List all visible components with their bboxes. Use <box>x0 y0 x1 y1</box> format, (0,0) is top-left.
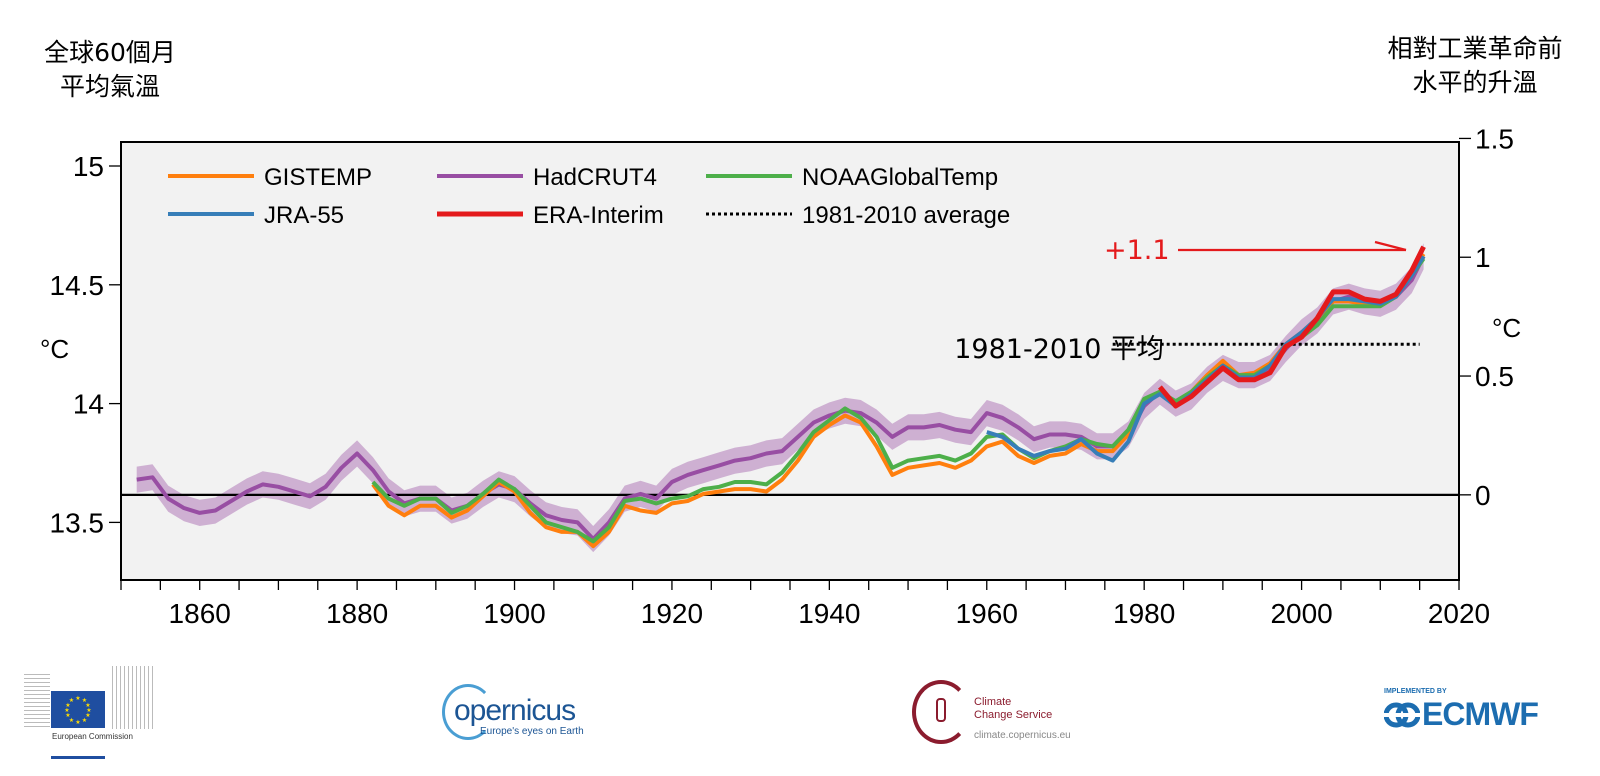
series-lines <box>136 245 1426 549</box>
thermometer-icon <box>936 698 946 722</box>
copernicus-wordmark: opernicus <box>454 694 576 727</box>
legend-label: 1981-2010 average <box>802 202 1010 229</box>
series-line-era-interim <box>1157 245 1426 409</box>
svg-text:★: ★ <box>85 712 90 719</box>
copernicus-tagline: Europe's eyes on Earth <box>480 726 584 737</box>
y-right-tick-label: 1 <box>1475 242 1491 273</box>
svg-text:★: ★ <box>85 702 90 709</box>
series-line-noaaglobaltemp <box>371 257 1426 544</box>
x-tick-label: 1960 <box>956 598 1018 629</box>
legend-item-gistemp: GISTEMP <box>168 164 372 191</box>
european-commission-text: European Commission <box>52 732 133 741</box>
right-axis-title: 相對工業革命前 水平的升溫 <box>1350 32 1600 100</box>
legend-item-jra-55: JRA-55 <box>168 202 344 229</box>
left-title-line1: 全球60個月 <box>44 38 176 67</box>
x-tick-label: 2000 <box>1270 598 1332 629</box>
footer-logos: ★ ★ ★ ★ ★ ★ ★ ★ ★ ★ ★ ★ European Commission opern… <box>0 660 1600 776</box>
legend-label: JRA-55 <box>264 202 344 229</box>
ecmwf-wordmark: ECMWF <box>1422 696 1539 732</box>
svg-text:★: ★ <box>69 717 74 724</box>
european-commission-logo: ★ ★ ★ ★ ★ ★ ★ ★ ★ ★ ★ ★ European Commission <box>24 666 154 759</box>
legend-item-noaaglobaltemp: NOAAGlobalTemp <box>706 164 998 191</box>
ecmwf-logo: IMPLEMENTED BY ECMWF <box>1384 688 1554 738</box>
x-tick-label: 1940 <box>798 598 860 629</box>
y-axis-left-unit: °C <box>40 334 69 364</box>
temperature-chart: 1860 1880 1900 1920 1940 1960 1980 2000 2020 13.… <box>40 123 1521 629</box>
c3s-line2: Change Service <box>974 709 1053 721</box>
ecmwf-symbol-icon <box>1384 702 1420 728</box>
right-title-line2: 水平的升溫 <box>1412 68 1538 97</box>
legend-item-hadcrut4: HadCRUT4 <box>437 164 657 191</box>
y-left-tick-label: 14 <box>73 389 104 420</box>
svg-text:★: ★ <box>86 707 91 714</box>
x-tick-label: 1920 <box>641 598 703 629</box>
svg-text:★: ★ <box>65 712 70 719</box>
x-tick-label: 1900 <box>483 598 545 629</box>
svg-text:★: ★ <box>64 707 69 714</box>
x-tick-label: 2020 <box>1428 598 1490 629</box>
y-left-tick-label: 14.5 <box>50 270 105 301</box>
eu-flag-icon: ★ ★ ★ ★ ★ ★ ★ ★ ★ ★ ★ ★ <box>51 691 105 728</box>
y-right-tick-label: 0.5 <box>1475 361 1514 392</box>
legend-label: NOAAGlobalTemp <box>802 164 998 191</box>
x-tick-label: 1980 <box>1113 598 1175 629</box>
right-title-line1: 相對工業革命前 <box>1387 34 1563 63</box>
c3s-url: climate.copernicus.eu <box>974 730 1071 741</box>
legend-label: ERA-Interim <box>533 202 664 229</box>
climate-change-service-logo: Climate Change Service climate.copernicus… <box>912 680 1112 750</box>
left-title-line2: 平均氣溫 <box>59 72 160 101</box>
svg-text:★: ★ <box>82 717 87 724</box>
x-tick-label: 1880 <box>326 598 388 629</box>
legend: GISTEMP HadCRUT4 NOAAGlobalTemp JRA-55 ERA-I… <box>168 164 1010 229</box>
svg-text:★: ★ <box>69 697 74 704</box>
left-axis-title: 全球60個月 平均氣溫 <box>20 36 200 104</box>
legend-item-era-interim: ERA-Interim <box>437 202 664 229</box>
svg-text:★: ★ <box>75 719 80 726</box>
y-right-tick-label: 1.5 <box>1475 123 1514 154</box>
copernicus-logo: opernicus Europe's eyes on Earth <box>440 680 610 740</box>
average-label: 1981-2010 平均 <box>954 334 1164 365</box>
implemented-by-text: IMPLEMENTED BY <box>1384 688 1447 695</box>
y-left-tick-label: 13.5 <box>50 507 105 538</box>
y-right-tick-label: 0 <box>1475 480 1491 511</box>
svg-text:★: ★ <box>75 695 80 702</box>
y-left-tick-label: 15 <box>73 151 104 182</box>
x-axis: 1860 1880 1900 1920 1940 1960 1980 2000 2020 <box>120 580 1490 629</box>
x-tick-label: 1860 <box>169 598 231 629</box>
svg-text:★: ★ <box>82 697 87 704</box>
y-axis-left: 13.5 14 14.5 15 <box>50 151 121 538</box>
y-axis-right-unit: °C <box>1492 313 1521 343</box>
warming-arrow <box>1178 240 1407 252</box>
y-axis-right: 0 0.5 1 1.5 <box>1459 123 1514 511</box>
c3s-line1: Climate <box>974 696 1012 708</box>
legend-label: GISTEMP <box>264 164 372 191</box>
svg-text:★: ★ <box>65 702 70 709</box>
legend-item-1981-2010-average: 1981-2010 average <box>706 202 1010 229</box>
legend-label: HadCRUT4 <box>533 164 657 191</box>
warming-label: +1.1 <box>1104 235 1170 266</box>
